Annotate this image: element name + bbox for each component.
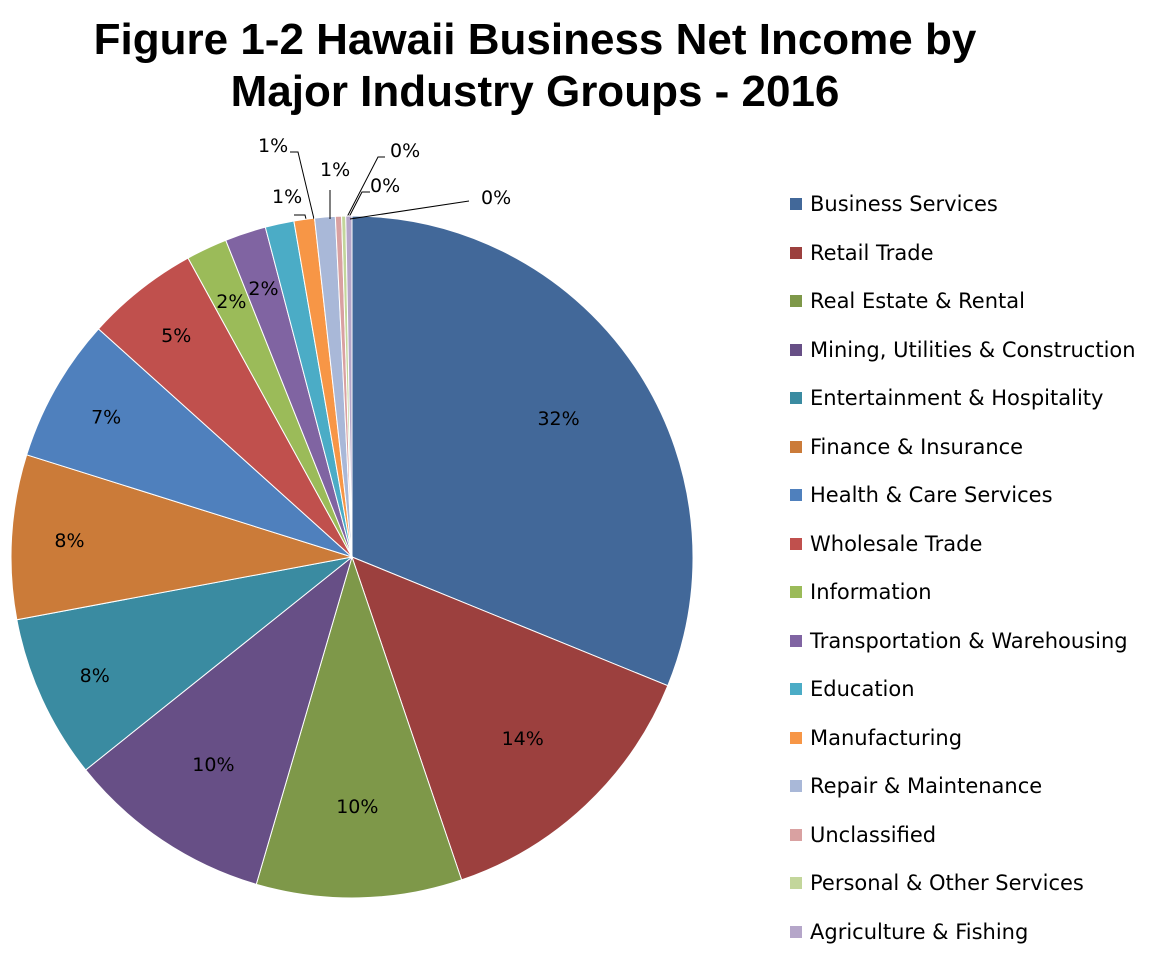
legend-swatch [790,635,802,647]
legend-swatch [790,732,802,744]
legend-item-education: Education [790,665,1157,714]
legend-swatch [790,829,802,841]
legend-label: Education [810,677,915,701]
chart-legend: Business Services Retail Trade Real Estate… [790,180,1157,956]
legend-swatch [790,247,802,259]
legend-label: Retail Trade [810,241,934,265]
slice-label-transportation-warehousing: 2% [248,278,278,300]
legend-item-manufacturing: Manufacturing [790,714,1157,763]
slice-label-retail-trade: 14% [502,728,544,750]
legend-item-finance-insurance: Finance & Insurance [790,423,1157,472]
leader-line-education [294,215,306,219]
legend-label: Wholesale Trade [810,532,982,556]
legend-label: Business Services [810,192,998,216]
slice-label-agriculture-fishing: 0% [481,187,511,209]
legend-label: Agriculture & Fishing [810,920,1028,944]
legend-item-real-estate-rental: Real Estate & Rental [790,277,1157,326]
slice-label-health-care-services: 7% [91,407,121,429]
slice-label-repair-maintenance: 1% [320,159,350,181]
legend-label: Health & Care Services [810,483,1053,507]
slice-label-personal-other-services: 0% [370,175,400,197]
legend-label: Mining, Utilities & Construction [810,338,1136,362]
legend-swatch [790,392,802,404]
legend-swatch [790,926,802,938]
legend-label: Unclassified [810,823,936,847]
legend-swatch [790,683,802,695]
slice-label-unclassified: 0% [390,140,420,162]
slice-label-wholesale-trade: 5% [161,325,191,347]
legend-swatch [790,586,802,598]
legend-item-unclassified: Unclassified [790,811,1157,860]
legend-swatch [790,538,802,550]
legend-label: Real Estate & Rental [810,289,1025,313]
legend-label: Transportation & Warehousing [810,629,1128,653]
legend-swatch [790,344,802,356]
legend-swatch [790,780,802,792]
legend-item-business-services: Business Services [790,180,1157,229]
leader-line-agriculture-fishing [350,201,469,219]
leader-line-personal-other-services [348,192,370,219]
legend-item-entertainment-hospitality: Entertainment & Hospitality [790,374,1157,423]
slice-label-manufacturing: 1% [258,135,288,157]
legend-label: Entertainment & Hospitality [810,386,1103,410]
slice-label-finance-insurance: 8% [54,530,84,552]
legend-item-mining-utilities-construction: Mining, Utilities & Construction [790,326,1157,375]
legend-item-wholesale-trade: Wholesale Trade [790,520,1157,569]
legend-item-health-care-services: Health & Care Services [790,471,1157,520]
legend-swatch [790,877,802,889]
legend-label: Finance & Insurance [810,435,1023,459]
legend-item-repair-maintenance: Repair & Maintenance [790,762,1157,811]
legend-label: Manufacturing [810,726,962,750]
slice-label-entertainment-hospitality: 8% [80,665,110,687]
slice-label-real-estate-rental: 10% [336,796,378,818]
slice-label-information: 2% [216,291,246,313]
legend-item-agriculture-fishing: Agriculture & Fishing [790,908,1157,956]
slice-label-education: 1% [272,186,302,208]
legend-item-information: Information [790,568,1157,617]
legend-swatch [790,198,802,210]
legend-item-retail-trade: Retail Trade [790,229,1157,278]
legend-label: Repair & Maintenance [810,774,1042,798]
legend-item-personal-other-services: Personal & Other Services [790,859,1157,908]
legend-swatch [790,489,802,501]
legend-label: Personal & Other Services [810,871,1084,895]
slice-label-business-services: 32% [537,408,579,430]
legend-item-transportation-warehousing: Transportation & Warehousing [790,617,1157,666]
slice-label-mining-utilities-construction: 10% [192,754,234,776]
legend-swatch [790,441,802,453]
legend-swatch [790,295,802,307]
legend-label: Information [810,580,932,604]
